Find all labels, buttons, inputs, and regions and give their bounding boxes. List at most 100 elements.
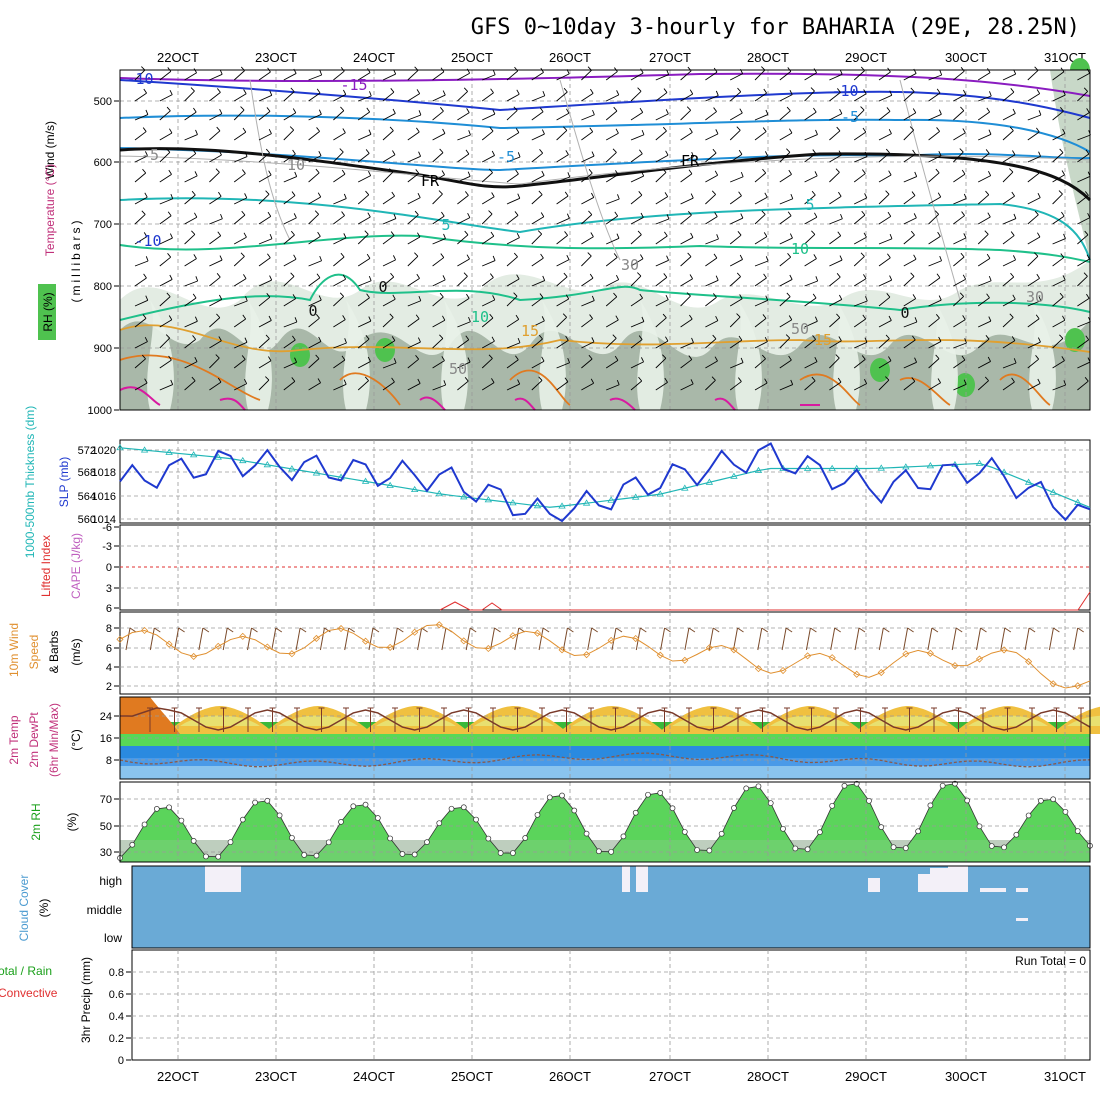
wind-barb-flag bbox=[194, 356, 198, 362]
wind-barb-flag bbox=[390, 272, 395, 278]
wind-barb bbox=[977, 216, 991, 225]
wind-barb-flag bbox=[465, 149, 470, 155]
wind-barb-flag bbox=[911, 191, 916, 196]
wind-barb bbox=[134, 131, 147, 141]
wind-barb bbox=[581, 69, 592, 81]
wind10-barb bbox=[903, 627, 909, 651]
wind10-marker bbox=[926, 649, 934, 657]
wind-barb-flag bbox=[1013, 358, 1017, 364]
wind-barb bbox=[705, 216, 718, 225]
wind-barb-flag bbox=[1012, 150, 1016, 156]
wind-barb-flag bbox=[814, 212, 818, 218]
wind-barb-flag bbox=[243, 89, 247, 95]
wind-barb-flag bbox=[714, 170, 719, 176]
wind-barb bbox=[1027, 114, 1042, 121]
rh2m-marker bbox=[190, 838, 197, 844]
wind-barb bbox=[729, 259, 743, 267]
wind-barb bbox=[506, 156, 521, 163]
wind-barb-flag bbox=[887, 211, 892, 217]
wind-barb-flag bbox=[812, 293, 817, 299]
wind-barb-flag bbox=[588, 210, 593, 215]
temp-band bbox=[120, 734, 1090, 746]
wind-barb-flag bbox=[491, 336, 495, 342]
wind-barb-flag bbox=[985, 335, 990, 340]
wind-barb-flag bbox=[641, 129, 645, 135]
wind-barb bbox=[754, 172, 767, 183]
wind-barb bbox=[581, 197, 594, 205]
wind-barb-flag bbox=[985, 149, 990, 154]
wind-barb bbox=[779, 256, 791, 267]
wind-barb-flag bbox=[815, 276, 819, 282]
wind-barb bbox=[605, 71, 618, 81]
wind-barb bbox=[407, 318, 420, 328]
wind-barb-flag bbox=[815, 129, 818, 135]
wind-barb bbox=[382, 113, 396, 121]
rh2m-marker bbox=[988, 843, 995, 849]
wind-barb-flag bbox=[315, 314, 320, 319]
wind10-barb bbox=[976, 627, 981, 651]
wind-barb-flag bbox=[516, 274, 520, 280]
wind-barb bbox=[258, 279, 272, 287]
rh2m-marker bbox=[448, 805, 455, 812]
wind-barb-flag bbox=[193, 254, 197, 259]
wind-barb bbox=[531, 380, 543, 391]
rh-region-light bbox=[1050, 70, 1090, 260]
wind-barb bbox=[531, 152, 543, 163]
wind-barb-flag bbox=[913, 254, 917, 260]
wind-barb-flag bbox=[612, 148, 617, 153]
wind-barb bbox=[903, 361, 917, 369]
tick-label: 2 bbox=[106, 681, 112, 693]
rh2m-marker bbox=[890, 844, 897, 851]
wind-barb-flag bbox=[715, 315, 719, 321]
wind-barb bbox=[978, 280, 992, 287]
wind-barb bbox=[233, 256, 245, 267]
date-label-top: 22OCT bbox=[157, 50, 199, 65]
rh2m-marker bbox=[571, 807, 578, 814]
wind-barb bbox=[1002, 113, 1016, 121]
wind-barb bbox=[357, 216, 371, 225]
wind-barb bbox=[606, 237, 620, 245]
wind-barb-flag bbox=[938, 336, 942, 342]
wind-barb bbox=[853, 93, 867, 102]
cloud-gap bbox=[1016, 888, 1028, 892]
wind-barb-flag bbox=[762, 168, 767, 174]
wind-barb bbox=[531, 338, 543, 349]
wind10-barb-flag bbox=[931, 627, 939, 633]
wind-barb bbox=[804, 339, 816, 349]
wind10-label-c: & Barbs bbox=[47, 631, 61, 674]
wind-barb bbox=[556, 195, 569, 205]
wind-barb bbox=[457, 258, 470, 267]
wind-barb-flag bbox=[987, 212, 991, 218]
wind-barb-flag bbox=[987, 356, 991, 362]
wind-barb bbox=[630, 234, 642, 245]
temperature-contour bbox=[119, 354, 1051, 406]
wind-barb bbox=[705, 174, 718, 183]
wind-barb bbox=[1027, 358, 1039, 369]
wind-barb-flag bbox=[416, 89, 421, 94]
wind-barb-flag bbox=[788, 169, 792, 175]
wind-barb bbox=[258, 296, 271, 307]
wind-barb-flag bbox=[542, 90, 546, 96]
wind-barb-flag bbox=[614, 211, 619, 217]
wind-barb-flag bbox=[616, 90, 620, 96]
rh-region-light bbox=[539, 300, 566, 410]
wind-barb bbox=[606, 94, 619, 102]
wind-barb-flag bbox=[143, 232, 148, 237]
precip-panel: 0.80.60.40.20 Run Total = 0 Total / Rain… bbox=[0, 949, 1091, 1067]
rh2m-marker bbox=[411, 851, 418, 858]
cloud-unit: (%) bbox=[37, 899, 51, 918]
wind10-barb-flag bbox=[955, 627, 963, 633]
thickness-marker bbox=[705, 478, 714, 485]
wind-barb bbox=[804, 297, 817, 307]
wind-barb bbox=[457, 297, 470, 307]
wind10-marker bbox=[656, 651, 664, 659]
wind-barb bbox=[1027, 341, 1041, 349]
thickness-marker bbox=[631, 493, 640, 500]
wind-barb-flag bbox=[1062, 128, 1066, 134]
date-label-bottom: 26OCT bbox=[549, 1069, 591, 1084]
wind-barb bbox=[159, 319, 173, 328]
wind-barb-flag bbox=[740, 171, 744, 177]
wind-barb-flag bbox=[1061, 211, 1065, 217]
